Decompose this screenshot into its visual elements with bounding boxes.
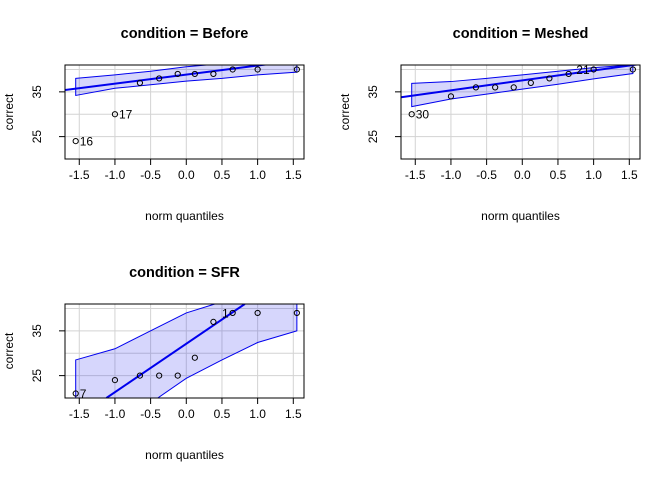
data-point [191, 70, 198, 78]
data-point [174, 70, 181, 78]
confidence-band [411, 65, 634, 108]
x-tick-label: -0.5 [140, 407, 161, 421]
x-tick-label: -1.5 [69, 407, 90, 421]
x-tick-label: 0.5 [214, 407, 231, 421]
data-point [229, 66, 236, 73]
data-point [565, 70, 572, 78]
data-point [156, 75, 163, 82]
data-point [590, 66, 597, 73]
x-tick-label: -1.0 [441, 168, 462, 182]
data-point [510, 84, 517, 91]
data-point [72, 390, 79, 397]
panel-before: condition = Before 16 17 -1.5 -1.0 -0.5 0.0 0.5… [2, 26, 305, 223]
confidence-band [75, 304, 298, 398]
point-label: 21 [576, 63, 590, 77]
data-point [111, 376, 119, 384]
plot-frame [400, 64, 641, 160]
data-point [191, 354, 198, 361]
plot-area [72, 304, 300, 398]
y-axis-label: correct [338, 93, 352, 130]
data-point [210, 318, 217, 326]
x-tick-label: 1.0 [249, 168, 266, 182]
data-point [293, 309, 300, 317]
data-point [254, 309, 261, 317]
data-point [472, 84, 480, 91]
y-tick-label: 35 [366, 85, 380, 99]
data-point [546, 75, 553, 82]
x-tick-label: 1.5 [621, 168, 638, 182]
x-tick-label: -1.5 [69, 168, 90, 182]
y-axis-label: correct [2, 332, 16, 369]
data-point [174, 372, 181, 379]
x-tick-label: 1.0 [585, 168, 602, 182]
data-point [136, 79, 144, 87]
x-tick-label: 0.5 [550, 168, 567, 182]
panel-title: condition = Meshed [453, 26, 589, 42]
x-tick-label: 1.5 [285, 168, 302, 182]
x-axis-label: norm quantiles [145, 209, 224, 223]
y-tick-label: 25 [30, 130, 44, 144]
data-point [136, 372, 144, 379]
panel-title: condition = SFR [129, 265, 240, 281]
y-tick-label: 25 [30, 369, 44, 383]
data-point [156, 372, 163, 379]
reference-line [401, 65, 640, 99]
y-axis-label: correct [2, 93, 16, 130]
point-label: 30 [416, 108, 430, 122]
data-point [629, 66, 636, 73]
y-tick-label: 25 [366, 130, 380, 144]
x-tick-label: 0.0 [178, 168, 195, 182]
data-point [293, 66, 300, 73]
data-point [408, 111, 415, 118]
plot-area [65, 65, 300, 145]
data-point [527, 79, 534, 87]
data-point [447, 93, 455, 100]
x-tick-label: 1.5 [285, 407, 302, 421]
data-point [254, 66, 261, 73]
x-tick-label: -0.5 [140, 168, 161, 182]
y-tick-label: 35 [30, 324, 44, 338]
x-tick-label: -1.0 [105, 407, 126, 421]
data-point [72, 137, 79, 145]
panel-title: condition = Before [121, 26, 249, 42]
point-label: 1 [222, 306, 229, 320]
plot-frame [64, 303, 305, 399]
data-point [210, 70, 217, 78]
x-axis-label: norm quantiles [145, 448, 224, 462]
point-label: 7 [80, 387, 87, 401]
x-tick-label: -0.5 [476, 168, 497, 182]
reference-line [65, 65, 270, 92]
x-tick-label: 1.0 [249, 407, 266, 421]
data-point [229, 309, 236, 317]
x-tick-label: 0.0 [514, 168, 531, 182]
plot-frame [64, 64, 305, 160]
panel-sfr: condition = SFR 7 1 -1.5 -1.0 -0.5 0.0 0.5 1.0 1.… [2, 265, 305, 462]
x-tick-label: 0.5 [214, 168, 231, 182]
x-tick-label: 0.0 [178, 407, 195, 421]
point-label: 17 [119, 108, 133, 122]
y-tick-label: 35 [30, 85, 44, 99]
data-point [111, 111, 119, 118]
x-tick-label: -1.5 [405, 168, 426, 182]
x-axis-label: norm quantiles [481, 209, 560, 223]
reference-line [105, 304, 246, 398]
point-label: 16 [80, 135, 94, 149]
x-tick-label: -1.0 [105, 168, 126, 182]
plot-area [401, 65, 640, 118]
panel-meshed: condition = Meshed 30 21 -1.5 -1.0 -0.5 0.0 0.5… [338, 26, 641, 223]
data-point [492, 84, 499, 91]
